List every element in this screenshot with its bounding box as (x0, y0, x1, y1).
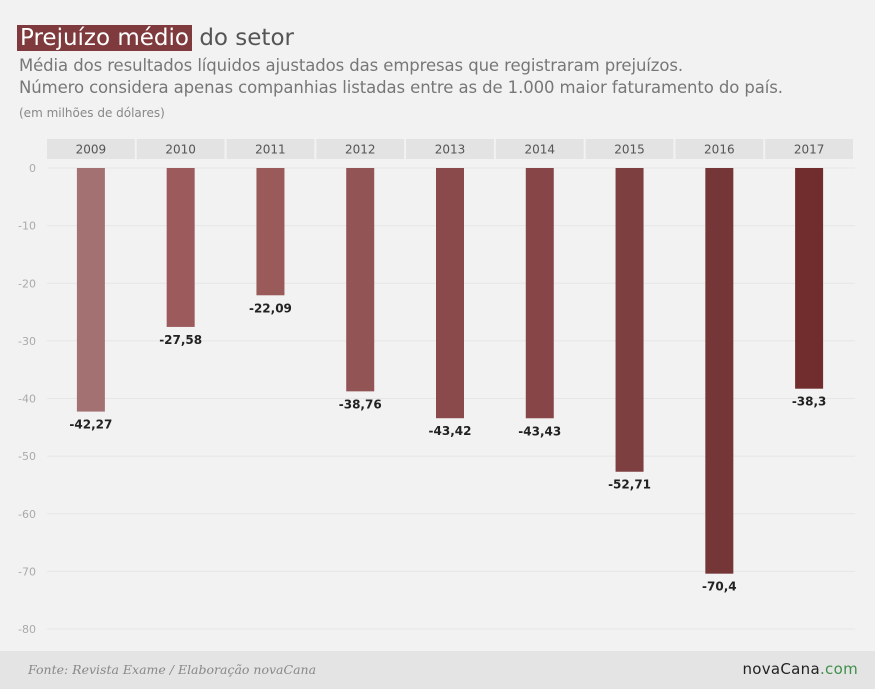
bar (525, 168, 554, 419)
source-note: Fonte: Revista Exame / Elaboração novaCa… (28, 662, 317, 677)
subtitle-line-1: Média dos resultados líquidos ajustados … (19, 56, 683, 75)
bar (256, 168, 285, 296)
category-header-cell (495, 139, 584, 159)
category-label: 2015 (614, 143, 645, 157)
y-tick-label: -30 (18, 335, 36, 348)
category-label: 2013 (435, 143, 466, 157)
chart-subtitle: Média dos resultados líquidos ajustados … (19, 55, 783, 99)
bar (705, 168, 734, 574)
category-label: 2012 (345, 143, 376, 157)
bar (795, 168, 824, 389)
category-header-cell (765, 139, 853, 159)
data-label: -22,09 (249, 301, 292, 315)
y-tick-label: -50 (18, 450, 36, 463)
category-label: 2016 (704, 143, 735, 157)
units-label: (em milhões de dólares) (19, 106, 165, 120)
y-tick-label: -60 (18, 508, 36, 521)
title-highlight: Prejuízo médio (17, 25, 192, 51)
data-label: -27,58 (159, 333, 202, 347)
category-label: 2014 (525, 143, 556, 157)
y-tick-label: -20 (18, 277, 36, 290)
footer: Fonte: Revista Exame / Elaboração novaCa… (0, 651, 875, 689)
brand-logo: novaCana.com (742, 660, 858, 678)
bar (615, 168, 644, 472)
y-tick-label: 0 (29, 162, 36, 175)
brand-name: novaCana (742, 660, 820, 678)
category-label: 2011 (255, 143, 286, 157)
y-tick-label: -70 (18, 565, 36, 578)
category-header-cell (47, 139, 135, 159)
bar (436, 168, 464, 419)
category-header-cell (316, 139, 405, 159)
bar (346, 168, 375, 392)
category-header-cell (406, 139, 494, 159)
category-header-cell (675, 139, 764, 159)
category-header-cell (136, 139, 225, 159)
category-header-cell (585, 139, 674, 159)
bar-chart: 0 -10 -20 -30 -40 -50 -60 -70 -80 2009 -42,27 2010 -… (18, 139, 855, 636)
category-header-cell (226, 139, 315, 159)
data-label: -43,42 (429, 424, 472, 438)
data-label: -43,43 (518, 424, 561, 438)
data-label: -38,3 (792, 395, 827, 409)
chart-title: Prejuízo médio do setor (17, 23, 294, 53)
category-label: 2009 (76, 143, 107, 157)
subtitle-line-2: Número considera apenas companhias lista… (19, 78, 783, 97)
data-label: -52,71 (608, 478, 651, 492)
title-rest: do setor (199, 25, 294, 51)
data-label: -38,76 (339, 397, 382, 411)
brand-domain: .com (819, 660, 858, 678)
data-label: -70,4 (702, 580, 737, 594)
bar (166, 168, 195, 327)
y-tick-label: -80 (18, 623, 36, 636)
y-tick-label: -40 (18, 393, 36, 406)
bar (76, 168, 105, 412)
y-tick-label: -10 (18, 220, 36, 233)
category-label: 2017 (794, 143, 825, 157)
data-label: -42,27 (69, 418, 112, 432)
category-label: 2010 (165, 143, 196, 157)
